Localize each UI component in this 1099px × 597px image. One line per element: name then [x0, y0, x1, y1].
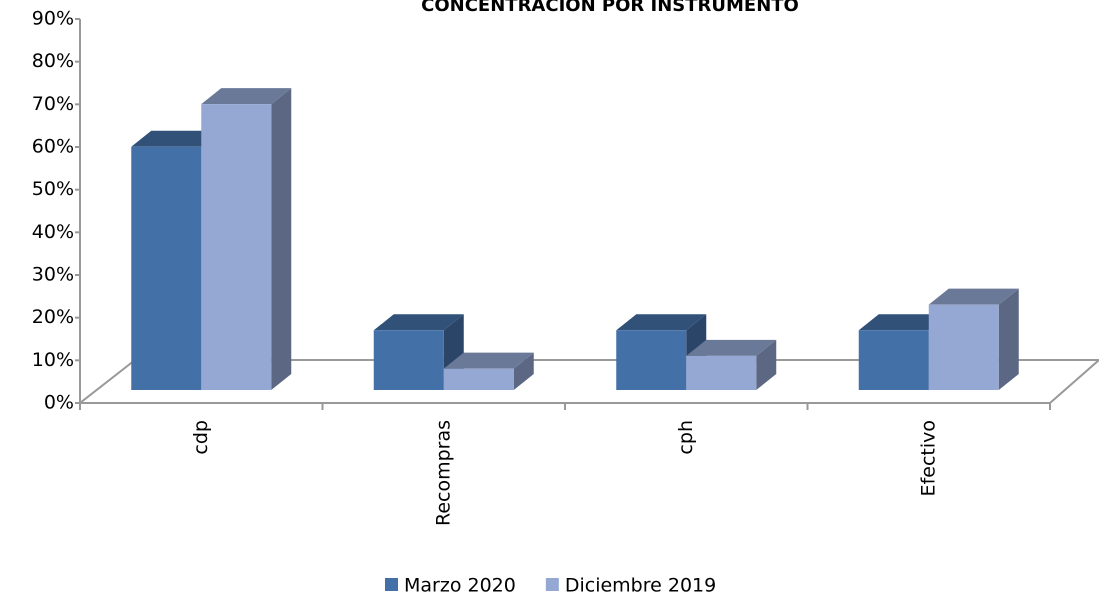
legend-swatch — [545, 578, 559, 591]
y-tick-label: 10% — [32, 349, 74, 371]
bar — [131, 130, 222, 391]
bar-front — [131, 146, 202, 390]
bar-front — [373, 330, 444, 390]
bar-front — [616, 330, 687, 390]
bar-side — [756, 339, 777, 390]
y-tick-label: 70% — [32, 93, 74, 115]
bar — [373, 314, 464, 390]
bar-top — [373, 314, 464, 331]
bar-front — [858, 330, 929, 390]
y-tick-label: 30% — [32, 264, 74, 286]
chart-title: CONCENTRACION POR INSTRUMENTO — [421, 0, 799, 16]
legend-swatch — [385, 578, 398, 591]
bar — [686, 339, 777, 390]
bar-top — [201, 88, 292, 105]
bar-side — [271, 88, 292, 390]
bar-front — [201, 104, 272, 390]
y-tick-label: 60% — [32, 136, 74, 158]
bar-side — [513, 352, 534, 390]
bar-top — [686, 339, 777, 356]
bar-front — [928, 304, 999, 390]
bar — [201, 88, 292, 390]
y-tick-label: 20% — [32, 306, 74, 328]
y-tick-label: 50% — [32, 178, 74, 200]
bar — [443, 352, 534, 390]
x-tick-label: cdp — [190, 420, 212, 455]
y-tick-label: 90% — [32, 8, 74, 30]
bar-top — [928, 288, 1019, 305]
legend-label: Marzo 2020 — [404, 575, 516, 597]
bar-front — [686, 355, 757, 390]
legend-label: Diciembre 2019 — [565, 575, 716, 597]
y-tick-label: 40% — [32, 221, 74, 243]
floor — [77, 359, 1099, 404]
y-tick-label: 0% — [44, 392, 74, 414]
bar-top — [443, 352, 534, 369]
x-tick-label: cph — [675, 420, 697, 455]
bar-top — [131, 130, 222, 147]
bar-side — [998, 288, 1019, 390]
bar-top — [616, 314, 707, 331]
y-tick-label: 80% — [32, 50, 74, 72]
bar-front — [443, 368, 514, 390]
bar-top — [858, 314, 949, 331]
bar — [928, 288, 1019, 390]
x-tick-label: Recompras — [432, 420, 454, 526]
x-tick-label: Efectivo — [917, 420, 939, 496]
